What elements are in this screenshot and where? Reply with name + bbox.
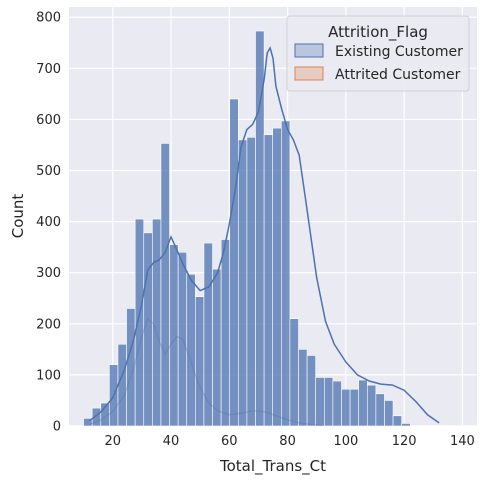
bar: [152, 218, 162, 427]
x-axis-label: Total_Trans_Ct: [219, 457, 326, 476]
bar: [358, 379, 368, 427]
y-tick-label: 100: [36, 368, 61, 383]
legend-label-attrited: Attrited Customer: [335, 67, 461, 83]
bar: [195, 296, 205, 427]
bar: [289, 318, 299, 427]
legend: Attrition_Flag Existing Customer Attrite…: [286, 15, 470, 92]
kde-curve-attrited: [89, 317, 323, 427]
bar: [315, 377, 325, 427]
x-tick-label: 140: [450, 434, 475, 449]
y-axis-label: Count: [9, 194, 27, 239]
y-tick-label: 500: [36, 164, 61, 179]
bar: [366, 384, 377, 427]
x-tick-label: 100: [333, 434, 358, 449]
bar: [229, 98, 239, 427]
x-tick-label: 80: [279, 434, 296, 449]
bar: [134, 218, 145, 427]
y-tick-label: 200: [36, 317, 61, 332]
bar: [392, 415, 402, 427]
legend-swatch-existing: [294, 43, 324, 58]
y-tick-label: 300: [36, 266, 61, 281]
y-tick-label: 700: [36, 62, 61, 77]
bar: [298, 349, 308, 427]
bar: [306, 355, 316, 427]
bar: [169, 244, 179, 427]
legend-label-existing: Existing Customer: [335, 44, 463, 60]
bar: [272, 127, 282, 427]
y-tick-label: 400: [36, 215, 61, 230]
y-tick-label: 0: [53, 420, 61, 435]
bar: [238, 139, 248, 427]
legend-title: Attrition_Flag: [328, 23, 428, 42]
bar: [186, 273, 196, 427]
kde-curves: [88, 45, 440, 427]
bar: [323, 377, 334, 427]
x-tick-label: 120: [392, 434, 417, 449]
y-tick-label: 800: [36, 11, 61, 26]
bar: [281, 120, 291, 427]
bar: [246, 136, 256, 427]
bar: [349, 388, 359, 427]
bar: [375, 393, 385, 427]
bar: [332, 380, 342, 427]
y-tick-labels: 0 100 200 300 400 500 600 700 800: [36, 11, 61, 435]
bar: [384, 400, 394, 427]
bar: [117, 343, 127, 427]
bar: [401, 423, 411, 427]
x-tick-label: 20: [104, 434, 121, 449]
kde-curve-existing: [88, 45, 440, 424]
bar: [263, 134, 274, 427]
bar: [203, 242, 213, 427]
bars: [83, 30, 411, 427]
x-tick-label: 60: [221, 434, 238, 449]
legend-box: [286, 15, 470, 92]
bar: [160, 143, 170, 427]
bar: [143, 232, 153, 427]
legend-swatch-attrited: [294, 66, 324, 81]
bar: [212, 268, 222, 427]
bar: [341, 388, 351, 427]
y-tick-label: 600: [36, 113, 61, 128]
x-tick-labels: 20 40 60 80 100 120 140: [104, 434, 474, 449]
x-tick-label: 40: [163, 434, 180, 449]
bar: [220, 239, 231, 427]
